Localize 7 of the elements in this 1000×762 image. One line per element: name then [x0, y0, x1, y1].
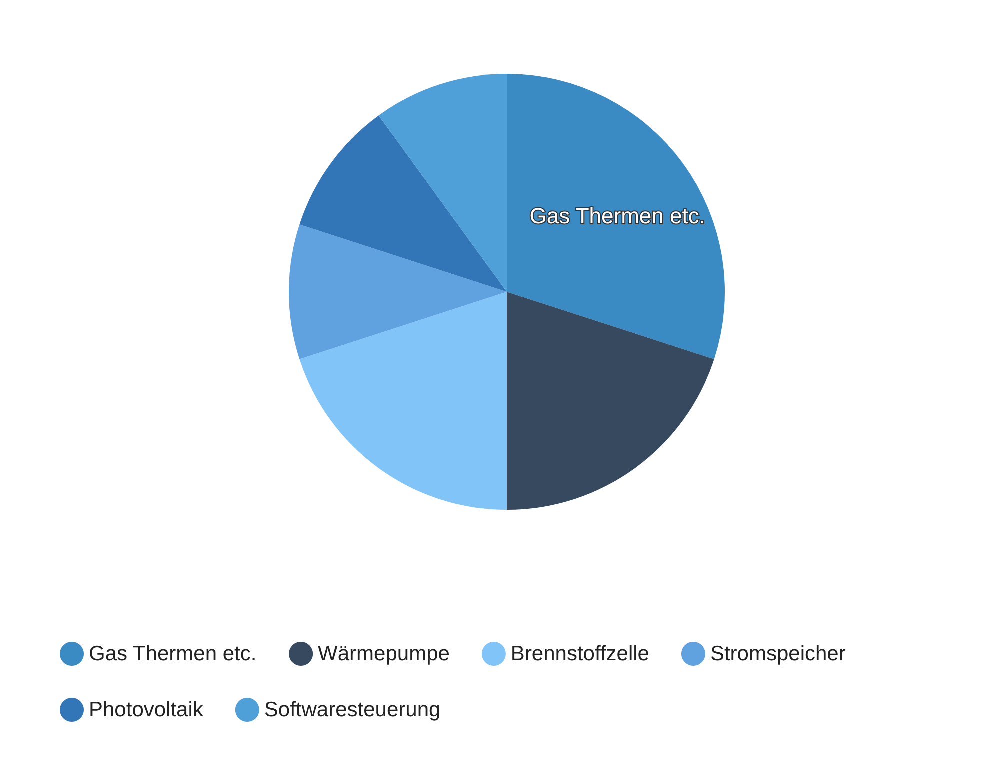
- legend-label: Photovoltaik: [89, 698, 204, 722]
- legend-label: Brennstoffzelle: [510, 642, 650, 666]
- text: Gas Thermen etc.: [530, 204, 706, 229]
- legend-label: Stromspeicher: [710, 642, 846, 666]
- legend-label: Gas Thermen etc.: [89, 642, 257, 666]
- legend-label: Softwaresteuerung: [264, 698, 441, 722]
- legend-label: Wärmepumpe: [318, 642, 450, 666]
